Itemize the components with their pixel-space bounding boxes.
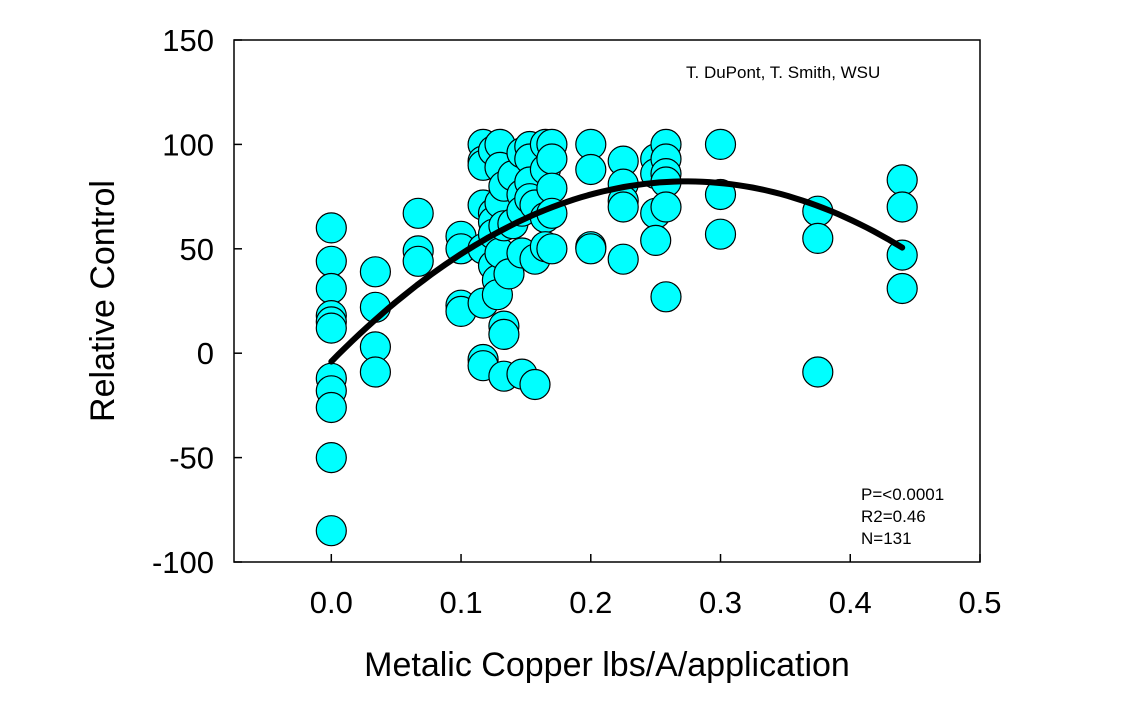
- y-tick-label: 0: [197, 336, 214, 371]
- y-tick-label: 150: [162, 23, 214, 58]
- y-tick-label: -50: [169, 441, 214, 476]
- data-point: [536, 233, 568, 265]
- data-point: [315, 212, 347, 244]
- x-tick-label: 0.2: [569, 585, 612, 620]
- x-tick-label: 0.0: [310, 585, 353, 620]
- data-point: [704, 218, 737, 250]
- data-point: [886, 239, 918, 271]
- credit-annotation: T. DuPont, T. Smith, WSU: [686, 63, 880, 82]
- x-tick-label: 0.1: [439, 585, 482, 620]
- data-point: [315, 245, 347, 277]
- data-point: [802, 222, 834, 254]
- data-point: [886, 272, 918, 305]
- x-tick-label: 0.5: [958, 585, 1001, 620]
- data-point: [575, 233, 607, 265]
- data-point: [607, 243, 639, 275]
- data-point: [575, 153, 607, 186]
- data-point: [886, 191, 918, 223]
- y-axis-title: Relative Control: [84, 180, 122, 422]
- y-tick-label: 50: [180, 232, 214, 267]
- data-point: [315, 272, 347, 305]
- data-point: [315, 312, 347, 344]
- y-tick-label: -100: [152, 545, 214, 580]
- data-points-layer: [315, 128, 918, 547]
- data-point: [519, 368, 551, 401]
- data-point: [402, 245, 434, 277]
- data-point: [488, 318, 520, 350]
- stat-r-squared: R2=0.46: [861, 507, 926, 526]
- y-tick-label: 100: [162, 127, 214, 162]
- data-point: [315, 442, 347, 474]
- y-axis: -100 -50 0 50 100 150: [152, 23, 242, 580]
- x-tick-label: 0.3: [699, 585, 742, 620]
- data-point: [650, 281, 682, 313]
- fit-curve: [328, 178, 906, 365]
- data-point: [886, 164, 918, 196]
- data-point: [704, 128, 737, 160]
- data-point: [536, 143, 568, 175]
- stat-n-count: N=131: [861, 529, 912, 548]
- data-point: [650, 191, 682, 223]
- data-point: [640, 224, 672, 256]
- data-point: [802, 356, 834, 388]
- data-point: [359, 256, 391, 288]
- data-point: [315, 515, 347, 547]
- x-tick-label: 0.4: [829, 585, 872, 620]
- stat-p-value: P=<0.0001: [861, 485, 944, 504]
- data-point: [315, 391, 347, 424]
- data-point: [607, 191, 639, 223]
- data-point: [402, 197, 434, 229]
- plot-frame: [233, 39, 981, 563]
- x-axis: 0.0 0.1 0.2 0.3 0.4 0.5: [310, 554, 1002, 620]
- data-point: [359, 356, 391, 388]
- x-axis-title: Metalic Copper lbs/A/application: [364, 646, 850, 684]
- data-point: [704, 178, 737, 211]
